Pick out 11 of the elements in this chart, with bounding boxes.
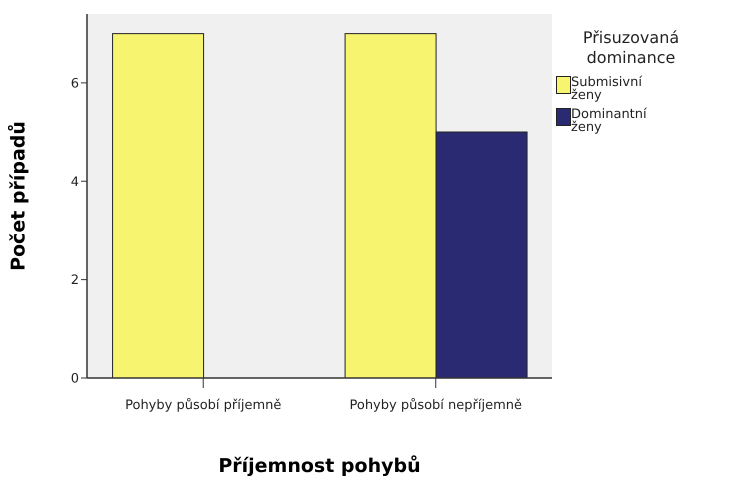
y-tick-label: 0 bbox=[70, 372, 79, 387]
x-tick-label: Pohyby působí příjemně bbox=[125, 397, 282, 414]
y-tick-label: 2 bbox=[70, 273, 79, 288]
legend-label: Dominantní ženy bbox=[571, 107, 648, 135]
y-axis-title: Počet případů bbox=[8, 121, 30, 271]
legend-title: Přisuzovaná dominance bbox=[582, 28, 680, 68]
y-tick-label: 4 bbox=[70, 174, 79, 190]
y-tick-label: 6 bbox=[70, 76, 79, 92]
x-axis-title: Příjemnost pohybů bbox=[218, 455, 421, 477]
legend-label: Submisivní ženy bbox=[571, 75, 644, 103]
x-tick-label: Pohyby působí nepříjemně bbox=[349, 397, 522, 414]
